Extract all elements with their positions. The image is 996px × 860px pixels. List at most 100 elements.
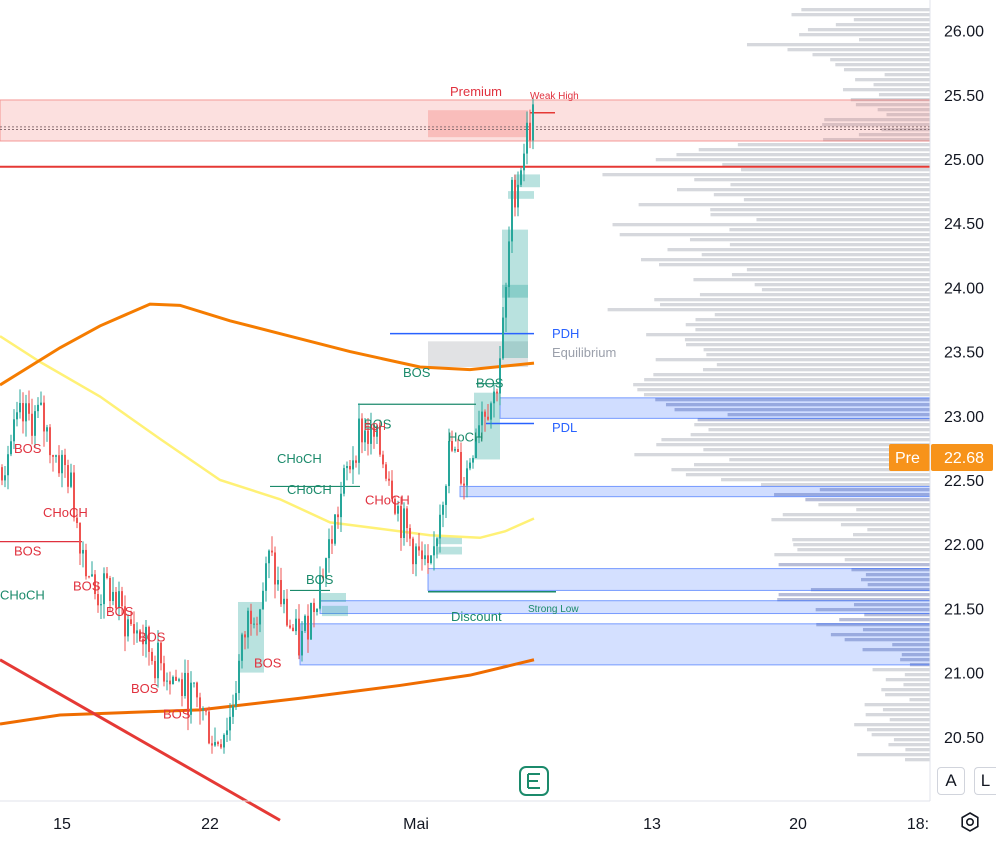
- price-tick-label: 23.00: [944, 409, 984, 426]
- structure-label: BOS: [131, 681, 159, 696]
- price-tick-label: 24.00: [944, 280, 984, 297]
- candle-body: [250, 610, 252, 625]
- candle-body: [301, 630, 303, 656]
- candle-body: [22, 403, 24, 422]
- auto-scale-button[interactable]: A: [937, 767, 965, 795]
- fair-value-gap: [322, 605, 348, 617]
- profile-bar: [655, 398, 930, 402]
- candle-body: [103, 573, 105, 605]
- profile-bar: [633, 383, 930, 387]
- candle-body: [349, 466, 351, 470]
- e-logo-icon[interactable]: [519, 766, 549, 796]
- structure-label: CHoCH: [43, 505, 88, 520]
- profile-bar: [778, 563, 930, 567]
- candle-body: [265, 563, 267, 591]
- profile-bar: [702, 368, 930, 372]
- profile-bar: [612, 223, 930, 227]
- profile-bar: [644, 378, 930, 382]
- candle-body: [85, 549, 87, 577]
- current-price-prefix: Pre: [895, 450, 920, 467]
- profile-bar: [866, 728, 930, 732]
- candle-body: [346, 466, 348, 469]
- candle-body: [331, 539, 333, 544]
- gear-icon[interactable]: [958, 810, 982, 834]
- candle-body: [196, 682, 198, 698]
- profile-bar: [777, 598, 930, 602]
- candle-body: [283, 598, 285, 605]
- structure-label: BOS: [364, 417, 392, 432]
- candle-body: [394, 498, 396, 514]
- candle-body: [127, 619, 129, 637]
- candle-body: [229, 716, 231, 731]
- profile-bar: [793, 543, 930, 547]
- profile-bar: [697, 418, 930, 422]
- candle-body: [373, 424, 375, 437]
- profile-bar: [904, 673, 930, 677]
- price-tick-label: 23.50: [944, 345, 984, 362]
- candle-body: [55, 455, 57, 457]
- profile-bar: [856, 508, 930, 512]
- profile-bar: [727, 413, 930, 417]
- candle-body: [148, 626, 150, 652]
- price-tick-label: 21.00: [944, 666, 984, 683]
- profile-bar: [881, 688, 930, 692]
- profile-bar: [693, 278, 930, 282]
- structure-label: BOS: [73, 578, 101, 593]
- fair-value-gap: [436, 536, 462, 545]
- profile-bar: [797, 548, 930, 552]
- profile-bar: [865, 573, 930, 577]
- profile-bar: [695, 318, 930, 322]
- candle-body: [454, 449, 456, 451]
- profile-bar: [774, 553, 930, 557]
- profile-bar: [900, 658, 930, 662]
- profile-bar: [761, 288, 930, 292]
- profile-bar: [892, 643, 930, 647]
- profile-bar: [638, 203, 930, 207]
- candle-body: [46, 427, 48, 432]
- profile-bar: [689, 238, 930, 242]
- profile-bar: [853, 603, 930, 607]
- candle-body: [157, 642, 159, 679]
- structure-label: HoCH: [448, 429, 483, 444]
- candle-body: [424, 555, 426, 560]
- profile-bar: [659, 263, 930, 267]
- profile-bar: [654, 298, 930, 302]
- current-price-value: 22.68: [944, 450, 984, 467]
- profile-bar: [822, 123, 930, 127]
- candle-body: [370, 424, 372, 444]
- profile-bar: [877, 108, 930, 112]
- candle-body: [529, 122, 531, 141]
- candle-body: [403, 508, 405, 538]
- discount-label: Discount: [451, 609, 502, 624]
- profile-bar: [805, 498, 930, 502]
- candle-body: [322, 575, 324, 579]
- candle-body: [223, 734, 225, 748]
- profile-bar: [710, 213, 930, 217]
- candle-body: [49, 427, 51, 456]
- candle-body: [439, 514, 441, 539]
- candle-body: [217, 742, 219, 745]
- profile-bar: [872, 668, 930, 672]
- profile-bar: [694, 423, 930, 427]
- profile-bar: [842, 88, 930, 92]
- candle-body: [178, 679, 180, 681]
- candle-body: [430, 555, 432, 564]
- structure-label: BOS: [306, 572, 334, 587]
- profile-bar: [656, 443, 930, 447]
- profile-bar: [844, 558, 930, 562]
- candle-body: [88, 576, 90, 578]
- profile-bar: [909, 698, 930, 702]
- candle-body: [184, 672, 186, 697]
- candle-body: [187, 672, 189, 715]
- candle-body: [298, 618, 300, 656]
- candle-body: [289, 625, 291, 628]
- profile-bar: [807, 28, 930, 32]
- candle-body: [508, 241, 510, 288]
- price-tick-label: 21.50: [944, 601, 984, 618]
- candle-body: [190, 682, 192, 715]
- log-scale-button[interactable]: L: [974, 767, 996, 795]
- structure-label: CHoCH: [277, 451, 322, 466]
- profile-bar: [710, 208, 930, 212]
